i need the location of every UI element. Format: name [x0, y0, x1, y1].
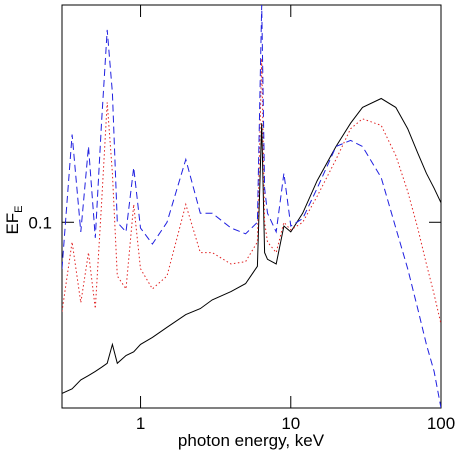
x-tick-label: 10: [281, 414, 300, 433]
y-label-sub: E: [13, 205, 25, 212]
y-axis-label: EFE: [3, 205, 25, 234]
series-line: [62, 97, 441, 394]
y-label-main: EF: [3, 213, 22, 235]
x-axis-label: photon energy, keV: [178, 431, 325, 450]
x-tick-label: 1: [136, 414, 145, 433]
x-tick-label: 100: [427, 414, 455, 433]
series-line: [62, 5, 441, 408]
plot-frame: [61, 4, 442, 409]
series-line: [62, 58, 441, 325]
y-tick-label: 0.1: [28, 213, 52, 232]
